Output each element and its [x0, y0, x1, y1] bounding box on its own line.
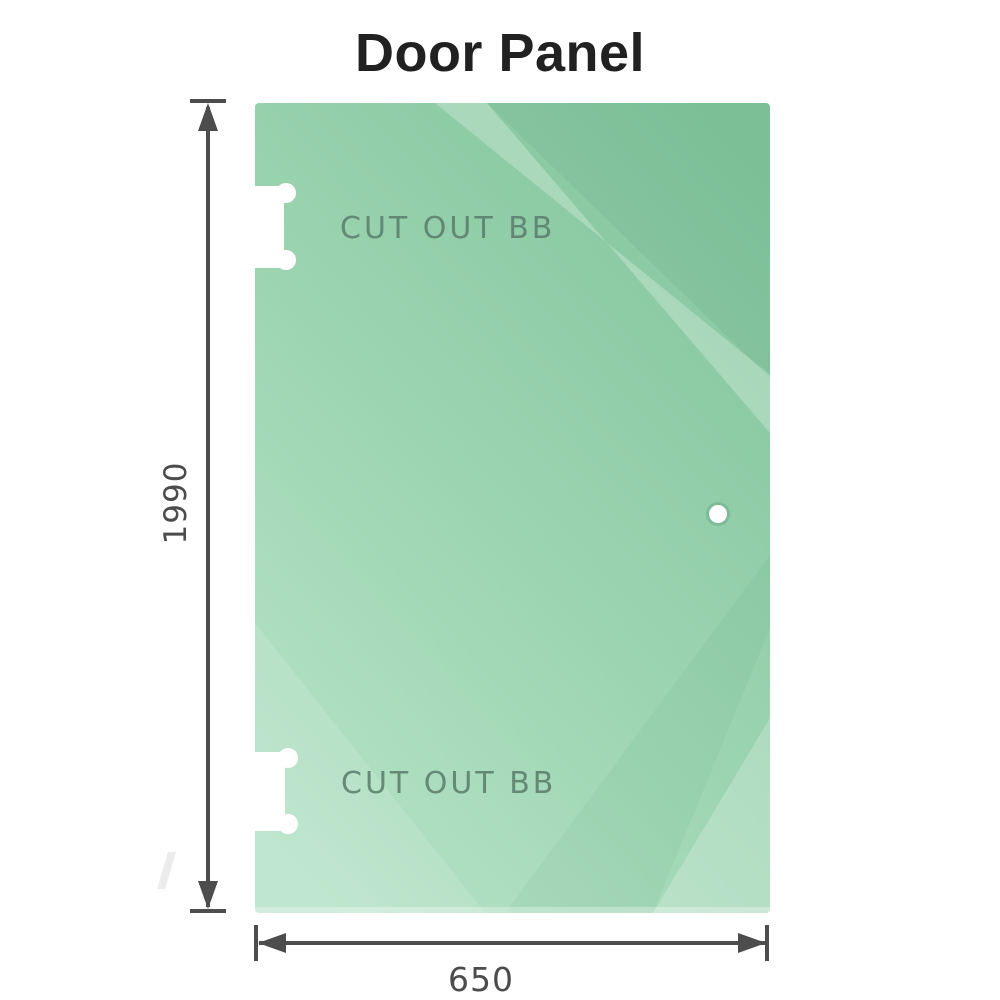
glass-panel: CUT OUT BB CUT OUT BB: [253, 103, 770, 913]
hinge-cutout-top: [253, 183, 296, 270]
width-dimension: 650: [254, 925, 769, 999]
height-dimension-value: 1990: [158, 462, 194, 545]
hinge-cutout-bottom-lobe-lower: [278, 814, 298, 834]
hinge-cutout-bottom-slot: [253, 752, 285, 831]
arrow-left-icon: [258, 933, 286, 953]
glass-reflections: [255, 103, 770, 913]
reflection-light-bottom-left: [255, 623, 485, 913]
width-dimension-value: 650: [448, 960, 514, 999]
hinge-cutout-bottom-lobe-upper: [278, 748, 298, 768]
height-dimension: 1990: [158, 99, 226, 913]
page-title: Door Panel: [354, 23, 646, 83]
reflection-dark-top-right: [487, 103, 770, 378]
bottom-edge-highlight: [255, 907, 770, 913]
glass-panel-body: [255, 103, 770, 913]
reflection-dark-bottom-band: [505, 555, 770, 913]
arrow-up-icon: [198, 103, 218, 131]
hinge-cutout-bottom: [253, 748, 298, 834]
reflection-light-bottom-right: [653, 718, 770, 913]
cutout-label-top: CUT OUT BB: [340, 211, 555, 246]
watermark-mark: [157, 852, 176, 889]
arrow-down-icon: [198, 881, 218, 909]
arrow-right-icon: [738, 933, 766, 953]
hinge-cutout-top-lobe-lower: [276, 250, 296, 270]
handle-hole: [706, 502, 730, 526]
hinge-cutout-top-lobe-upper: [276, 183, 296, 203]
cutout-label-bottom: CUT OUT BB: [341, 766, 556, 801]
